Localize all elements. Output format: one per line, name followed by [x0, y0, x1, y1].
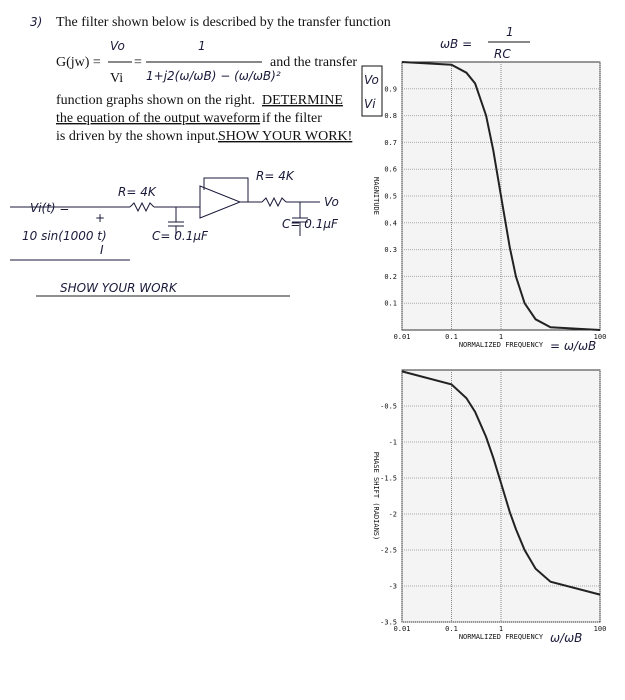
- y-tick-label: 0.6: [384, 166, 397, 174]
- annotation: = ω/ωB: [550, 339, 596, 353]
- lhs: G(jw) =: [56, 55, 101, 70]
- y-tick-label: 0.8: [384, 112, 397, 120]
- y-tick-label: 0.9: [384, 85, 397, 93]
- wb-num: 1: [506, 25, 514, 39]
- problem-number: 3): [30, 15, 42, 29]
- annotation: ω/ωB: [550, 631, 582, 645]
- y-tick-label: -2: [389, 511, 397, 519]
- y-tick-label: -1: [389, 439, 397, 447]
- x-tick-label: 100: [594, 333, 607, 341]
- show-your-work: SHOW YOUR WORK: [60, 281, 178, 295]
- y-axis-label: PHASE SHIFT (RADIANS): [372, 452, 380, 541]
- r2: R= 4K: [256, 169, 295, 183]
- denominator: 1+j2(ω/ωB) − (ω/ωB)²: [146, 69, 281, 83]
- x-axis-label: NORMALIZED FREQUENCY: [459, 341, 544, 349]
- wb-den: RC: [494, 47, 511, 61]
- resistor: [129, 201, 155, 213]
- line3: the equation of the output waveform: [56, 111, 260, 126]
- c1: C= 0.1μF: [152, 229, 209, 243]
- feedback: [203, 177, 249, 202]
- y-tick-label: -0.5: [380, 403, 397, 411]
- and-transfer: and the transfer: [270, 55, 357, 70]
- y-tick-label: -1.5: [380, 475, 397, 483]
- equals: =: [134, 55, 142, 70]
- line3b: if the filter: [262, 111, 322, 126]
- show-work: SHOW YOUR WORK!: [218, 129, 352, 144]
- y-axis-label: MAGNITUDE: [372, 177, 380, 215]
- vi: Vi(t) =: [30, 201, 69, 215]
- y-tick-label: 0.2: [384, 273, 397, 281]
- y-tick-label: -2.5: [380, 547, 397, 555]
- y-tick-label: 0.5: [384, 193, 397, 201]
- r1: R= 4K: [118, 185, 157, 199]
- determine: DETERMINE: [262, 93, 343, 108]
- plus: +: [95, 211, 105, 225]
- side-top: Vo: [364, 73, 379, 87]
- y-tick-label: -3: [389, 583, 397, 591]
- circuit: [10, 177, 320, 297]
- x-tick-label: 0.1: [445, 625, 458, 633]
- data-line: [401, 61, 601, 331]
- line4: is driven by the shown input.: [56, 129, 219, 144]
- ground-label: I: [100, 243, 104, 257]
- y-tick-label: 0.7: [384, 139, 397, 147]
- ratio-top: Vo: [110, 39, 125, 53]
- x-tick-label: 0.1: [445, 333, 458, 341]
- op-amp: [199, 185, 242, 219]
- ratio-bottom: Vi: [110, 71, 123, 86]
- y-tick-label: 0.1: [384, 300, 397, 308]
- y-tick-label: -3.5: [380, 619, 397, 627]
- y-tick-label: 0.4: [384, 219, 397, 227]
- x-axis-label: NORMALIZED FREQUENCY: [459, 633, 544, 641]
- vo: Vo: [324, 195, 339, 209]
- x-tick-label: 1: [499, 625, 503, 633]
- data-line: [401, 370, 601, 596]
- x-tick-label: 100: [594, 625, 607, 633]
- numerator: 1: [198, 39, 206, 53]
- side-bottom: Vi: [364, 97, 376, 111]
- resistor: [261, 196, 287, 208]
- intro: The filter shown below is described by t…: [56, 15, 391, 30]
- c2: C= 0.1μF: [282, 217, 339, 231]
- wb-lhs: ωB =: [440, 37, 472, 51]
- x-tick-label: 0.01: [394, 333, 411, 341]
- vi-expr: 10 sin(1000 t): [22, 229, 107, 243]
- x-tick-label: 0.01: [394, 625, 411, 633]
- line2: function graphs shown on the right.: [56, 93, 255, 108]
- ratio-box: [361, 65, 383, 117]
- x-tick-label: 1: [499, 333, 503, 341]
- y-tick-label: 0.3: [384, 246, 397, 254]
